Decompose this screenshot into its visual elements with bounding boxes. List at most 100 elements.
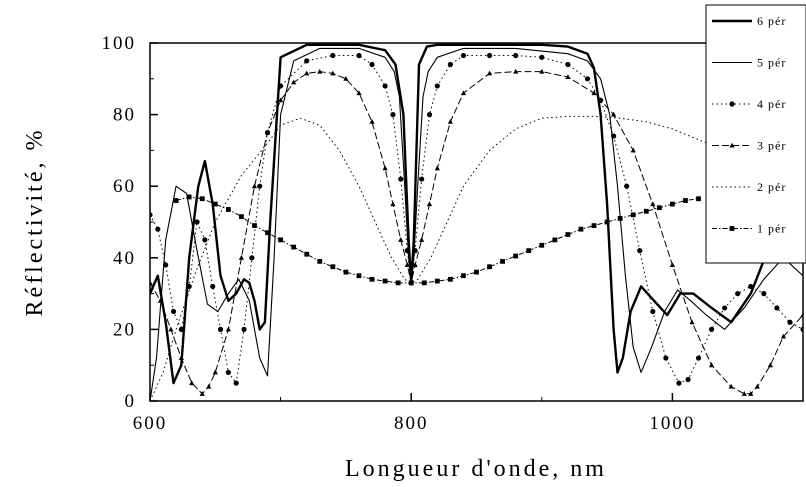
legend-box: [705, 4, 806, 264]
series-point: [611, 111, 617, 117]
y-tick-label: 100: [102, 33, 137, 54]
series-6: [173, 194, 701, 286]
series-point: [434, 83, 440, 89]
series-point: [212, 201, 218, 207]
series-point: [513, 68, 519, 74]
series-point: [217, 326, 224, 332]
series-layer: [150, 43, 803, 401]
series-point: [708, 326, 715, 332]
series-point: [513, 52, 519, 59]
series-point: [767, 362, 773, 368]
series-point: [225, 326, 231, 332]
series-point: [390, 201, 396, 207]
y-tick-label: 80: [113, 105, 136, 126]
series-point: [343, 269, 349, 275]
series-point: [434, 165, 440, 171]
series-point: [304, 58, 310, 64]
series-point: [748, 391, 754, 396]
series-point: [748, 283, 754, 290]
series-point: [460, 90, 467, 96]
series-point: [683, 198, 688, 203]
series-point: [265, 230, 270, 236]
series-3: [150, 52, 803, 386]
series-point: [241, 326, 247, 332]
series-point: [186, 194, 192, 200]
series-point: [186, 283, 192, 290]
series-point: [404, 248, 410, 254]
series-point: [685, 376, 691, 383]
series-point: [695, 355, 702, 361]
series-point: [419, 176, 425, 182]
series-point: [390, 112, 396, 118]
series-point: [591, 90, 597, 96]
series-line: [175, 196, 699, 284]
series-point: [225, 369, 231, 375]
y-tick-label: 0: [125, 391, 137, 412]
series-point: [434, 278, 440, 284]
series-point: [761, 291, 767, 297]
legend-entry: 4 pér: [712, 97, 786, 111]
series-point: [278, 83, 284, 89]
series-point: [408, 280, 414, 286]
series-point: [278, 97, 284, 103]
series-point: [150, 280, 153, 285]
series-point: [317, 68, 323, 74]
series-line: [150, 115, 803, 401]
series-point: [369, 118, 375, 124]
series-point: [513, 253, 519, 259]
series-point: [539, 242, 545, 248]
series-point: [356, 90, 362, 96]
series-point: [578, 226, 584, 232]
series-point: [170, 308, 177, 315]
series-point: [264, 129, 271, 135]
series-line: [150, 55, 803, 384]
series-point: [460, 52, 467, 59]
series-point: [669, 262, 675, 267]
legend-label: 4 pér: [757, 97, 786, 111]
series-point: [754, 383, 760, 389]
series-point: [233, 380, 239, 386]
series-point: [689, 319, 695, 325]
legend-point: [729, 101, 735, 107]
series-point: [565, 232, 571, 237]
legend-label: 3 pér: [757, 139, 786, 153]
series-point: [206, 383, 212, 389]
series-point: [330, 264, 336, 270]
series-point: [178, 326, 184, 332]
series-point: [780, 333, 787, 339]
series-point: [650, 201, 656, 207]
series-point: [624, 183, 630, 189]
series-point: [356, 273, 362, 279]
series-point: [304, 70, 310, 76]
series-point: [157, 297, 164, 303]
series-point: [663, 355, 669, 361]
series-point: [617, 216, 623, 221]
series-point: [676, 380, 682, 386]
series-point: [225, 207, 231, 212]
legend-label: 6 pér: [757, 14, 786, 28]
series-point: [330, 70, 336, 76]
series-point: [728, 383, 734, 389]
series-point: [800, 312, 803, 318]
series-point: [278, 237, 283, 243]
series-point: [486, 52, 493, 59]
y-tick-label: 40: [113, 248, 136, 269]
series-point: [291, 244, 297, 250]
y-tick-label: 20: [113, 319, 136, 340]
series-point: [656, 205, 662, 211]
series-5: [150, 115, 803, 401]
series-point: [604, 219, 610, 225]
legend: 6 pér 5 pér 4 pér 3 pér 2 pér 1 pér: [705, 4, 806, 264]
series-point: [584, 76, 591, 82]
series-2: [150, 47, 803, 401]
series-point: [735, 291, 741, 297]
series-point: [382, 165, 388, 171]
series-point: [565, 74, 571, 80]
series-point: [239, 214, 244, 220]
series-point: [696, 196, 701, 202]
legend-label: 5 pér: [757, 56, 786, 70]
series-point: [398, 176, 404, 182]
series-point: [257, 183, 263, 189]
x-tick-label: 600: [133, 413, 168, 434]
